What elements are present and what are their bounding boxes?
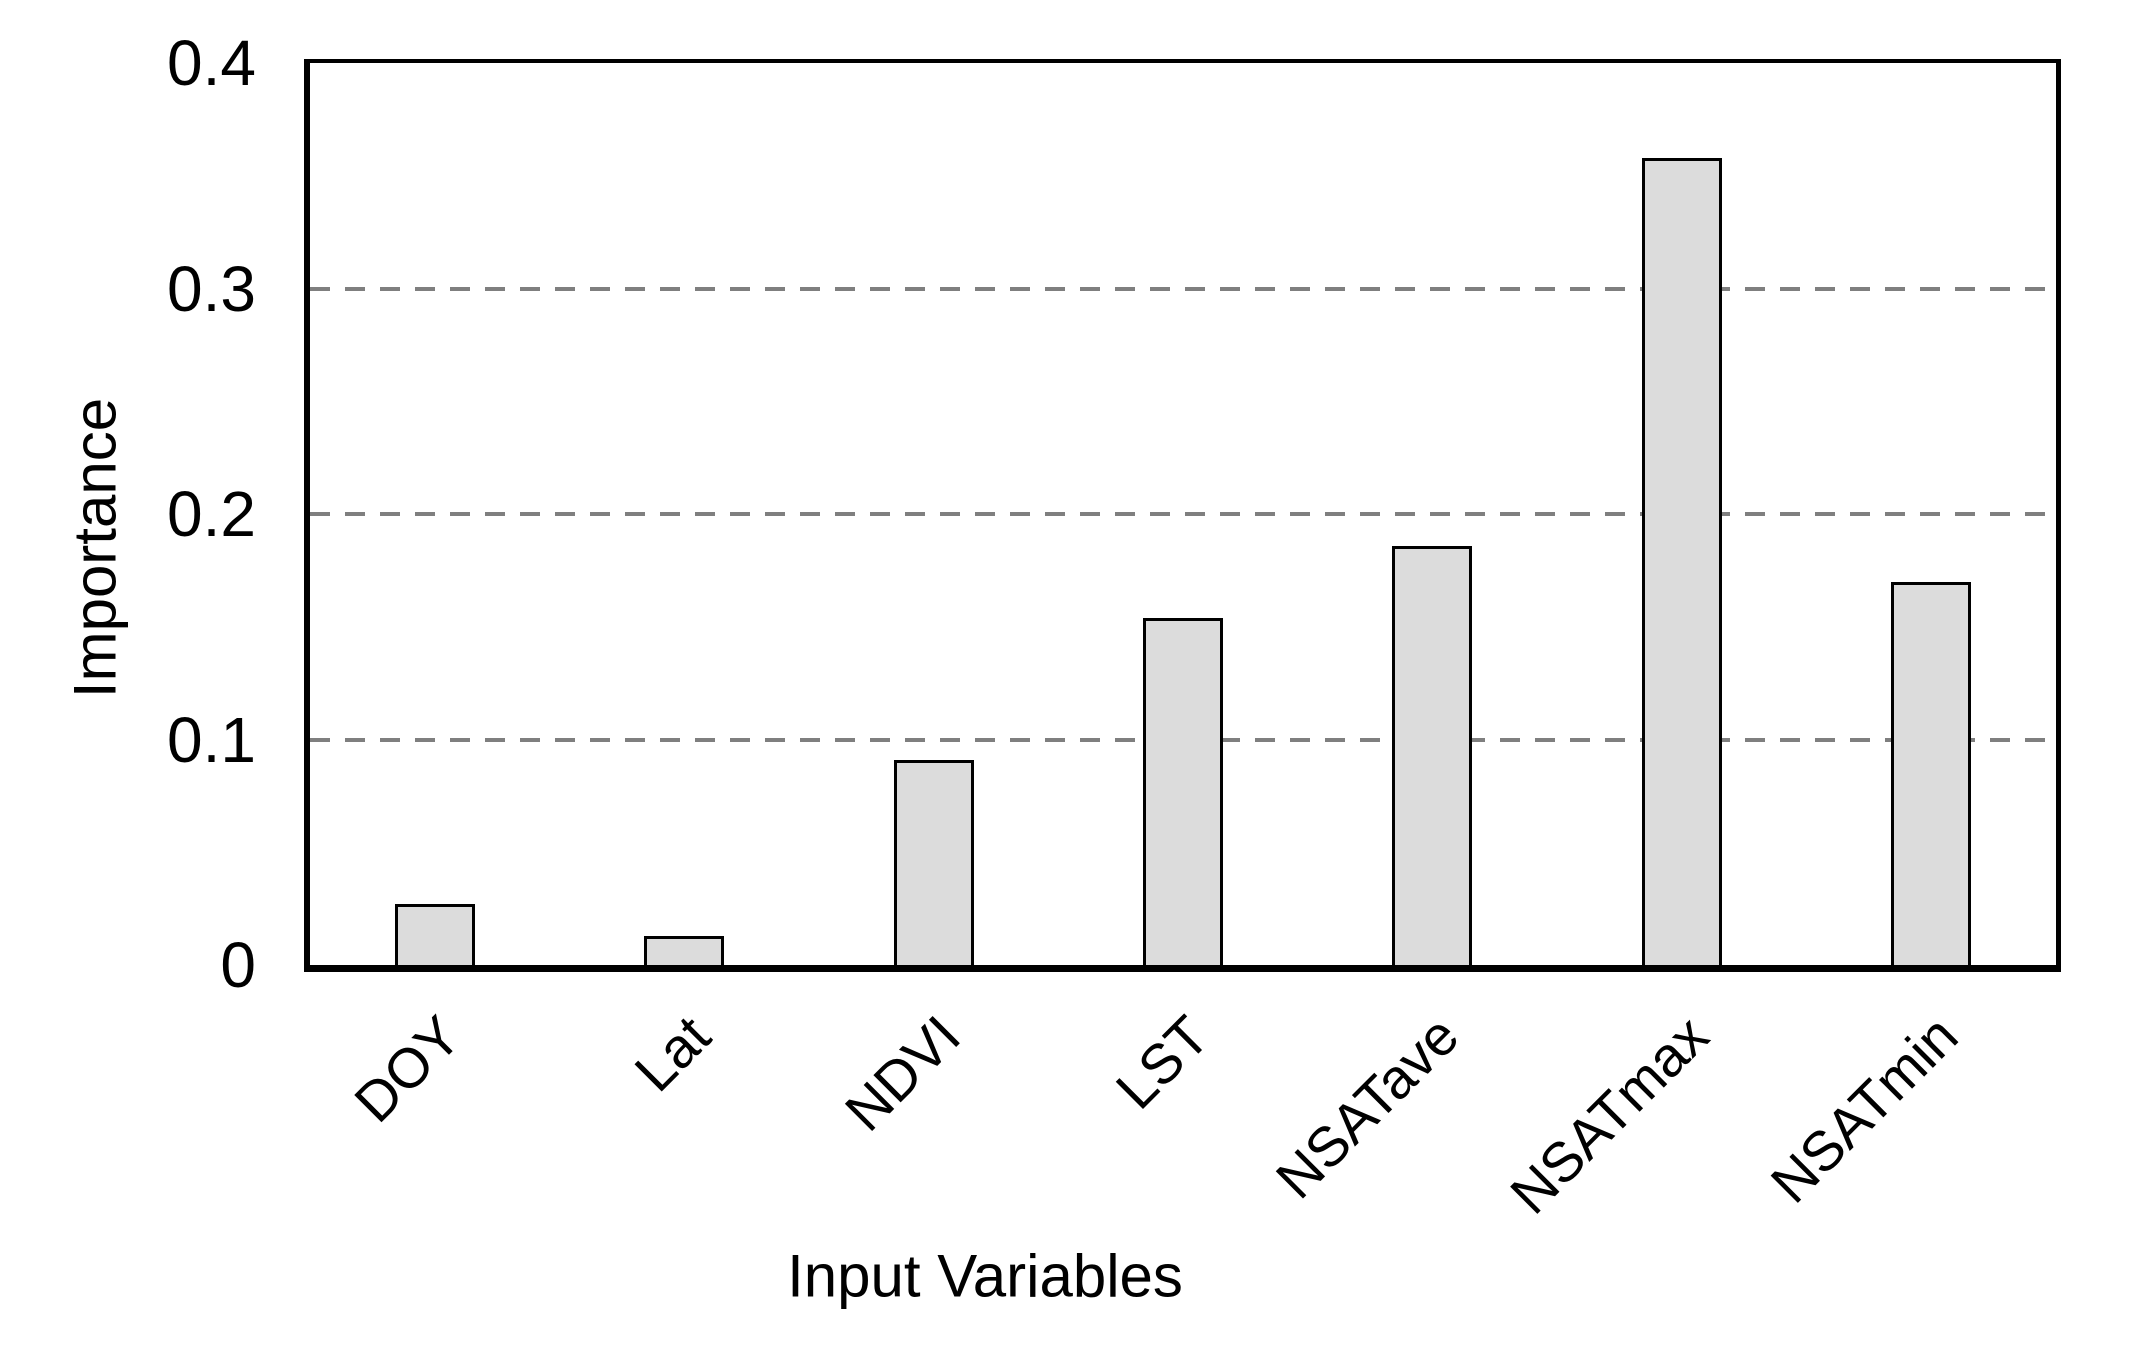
x-tick-label-doy: DOY — [342, 1003, 473, 1134]
x-tick-label-nsatave: NSATave — [1263, 1003, 1471, 1211]
x-tick-label-nsatmin: NSATmin — [1758, 1003, 1970, 1215]
bar-lst — [1143, 617, 1223, 965]
gridline-0.3 — [310, 286, 2056, 291]
x-axis-title: Input Variables — [787, 1242, 1183, 1310]
bar-nsatmax — [1641, 157, 1722, 965]
x-tick-label-nsatmax: NSATmax — [1497, 1003, 1720, 1226]
y-tick-label-0.4: 0.4 — [167, 27, 256, 99]
y-tick-label-0.3: 0.3 — [167, 252, 256, 325]
x-tick-label-ndvi: NDVI — [832, 1003, 972, 1143]
gridline-0.2 — [310, 512, 2056, 516]
bar-nsatave — [1392, 545, 1473, 965]
x-tick-label-lst: LST — [1103, 1003, 1222, 1121]
plot-area — [304, 59, 2061, 972]
x-tick-label-lat: Lat — [622, 1003, 723, 1104]
bar-lat — [644, 935, 725, 965]
bar-nsatmin — [1891, 581, 1972, 965]
bar-ndvi — [893, 759, 974, 965]
bar-doy — [394, 904, 475, 965]
y-tick-label-0.1: 0.1 — [167, 703, 256, 776]
y-tick-label-0.2: 0.2 — [167, 478, 256, 550]
y-tick-label-0: 0 — [220, 929, 256, 1001]
